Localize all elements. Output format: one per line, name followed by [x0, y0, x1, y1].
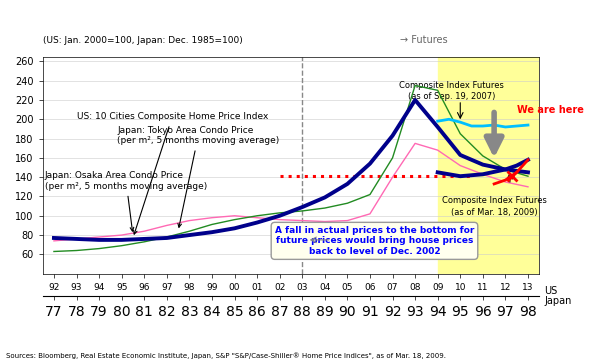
Text: (US: Jan. 2000=100, Japan: Dec. 1985=100): (US: Jan. 2000=100, Japan: Dec. 1985=100…	[43, 36, 242, 45]
Text: US: 10 Cities Composite Home Price Index: US: 10 Cities Composite Home Price Index	[77, 112, 268, 234]
Text: → Futures: → Futures	[400, 35, 448, 45]
Bar	[437, 57, 551, 274]
Text: We are here: We are here	[517, 105, 584, 114]
Text: US: US	[544, 286, 557, 296]
Text: Japan: Tokyo Area Condo Price
(per m², 5 months moving average): Japan: Tokyo Area Condo Price (per m², 5…	[117, 126, 280, 227]
Text: Composite Index Futures
(as of Mar. 18, 2009): Composite Index Futures (as of Mar. 18, …	[442, 196, 547, 217]
Text: Japan: Osaka Area Condo Price
(per m², 5 months moving average): Japan: Osaka Area Condo Price (per m², 5…	[45, 171, 207, 231]
Text: Composite Index Futures
(as of Sep. 19, 2007): Composite Index Futures (as of Sep. 19, …	[399, 81, 503, 101]
Text: Sources: Bloomberg, Real Estate Economic Institute, Japan, S&P "S&P/Case-Shiller: Sources: Bloomberg, Real Estate Economic…	[6, 353, 446, 359]
Text: A fall in actual prices to the bottom for
future prices would bring house prices: A fall in actual prices to the bottom fo…	[275, 226, 474, 256]
Text: Japan: Japan	[544, 296, 572, 306]
